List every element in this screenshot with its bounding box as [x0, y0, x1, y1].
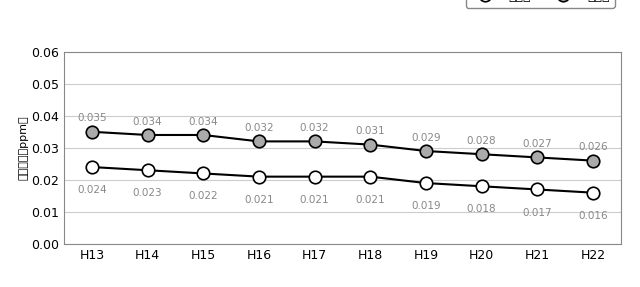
- Legend: 一般局, 自排局: 一般局, 自排局: [466, 0, 614, 8]
- 一般局: [88, 165, 96, 169]
- Text: 0.016: 0.016: [578, 211, 608, 221]
- 一般局: [311, 175, 319, 178]
- Text: 0.018: 0.018: [467, 204, 497, 214]
- Text: 0.023: 0.023: [132, 188, 163, 198]
- 一般局: [422, 181, 430, 185]
- 自排局: [534, 156, 541, 159]
- 自排局: [589, 159, 597, 162]
- 自排局: [311, 140, 319, 143]
- Text: 0.019: 0.019: [411, 201, 441, 211]
- Text: 0.034: 0.034: [132, 117, 163, 127]
- Text: 0.022: 0.022: [188, 191, 218, 201]
- Text: 0.029: 0.029: [411, 133, 441, 143]
- 自排局: [144, 133, 152, 137]
- 自排局: [200, 133, 207, 137]
- Text: 0.032: 0.032: [300, 123, 330, 133]
- Text: 0.017: 0.017: [522, 208, 552, 218]
- 一般局: [589, 191, 597, 194]
- Text: 0.021: 0.021: [300, 195, 330, 205]
- Text: 0.035: 0.035: [77, 113, 107, 123]
- Text: 0.021: 0.021: [244, 195, 274, 205]
- 一般局: [477, 185, 486, 188]
- 自排局: [366, 143, 374, 146]
- 自排局: [88, 130, 96, 133]
- Text: 0.032: 0.032: [244, 123, 274, 133]
- Text: 0.026: 0.026: [578, 142, 608, 152]
- Text: 0.027: 0.027: [522, 139, 552, 149]
- Text: 0.021: 0.021: [355, 195, 385, 205]
- 一般局: [534, 188, 541, 191]
- Text: 0.031: 0.031: [355, 126, 385, 136]
- 一般局: [200, 172, 207, 175]
- 一般局: [255, 175, 263, 178]
- Line: 一般局: 一般局: [86, 161, 599, 199]
- 一般局: [366, 175, 374, 178]
- Text: 0.034: 0.034: [188, 117, 218, 127]
- 自排局: [255, 140, 263, 143]
- Text: 0.028: 0.028: [467, 136, 497, 146]
- Text: 0.024: 0.024: [77, 185, 107, 195]
- Y-axis label: 年平均値（ppm）: 年平均値（ppm）: [19, 115, 28, 180]
- 一般局: [144, 168, 152, 172]
- Line: 自排局: 自排局: [86, 125, 599, 167]
- 自排局: [477, 152, 486, 156]
- 自排局: [422, 149, 430, 153]
